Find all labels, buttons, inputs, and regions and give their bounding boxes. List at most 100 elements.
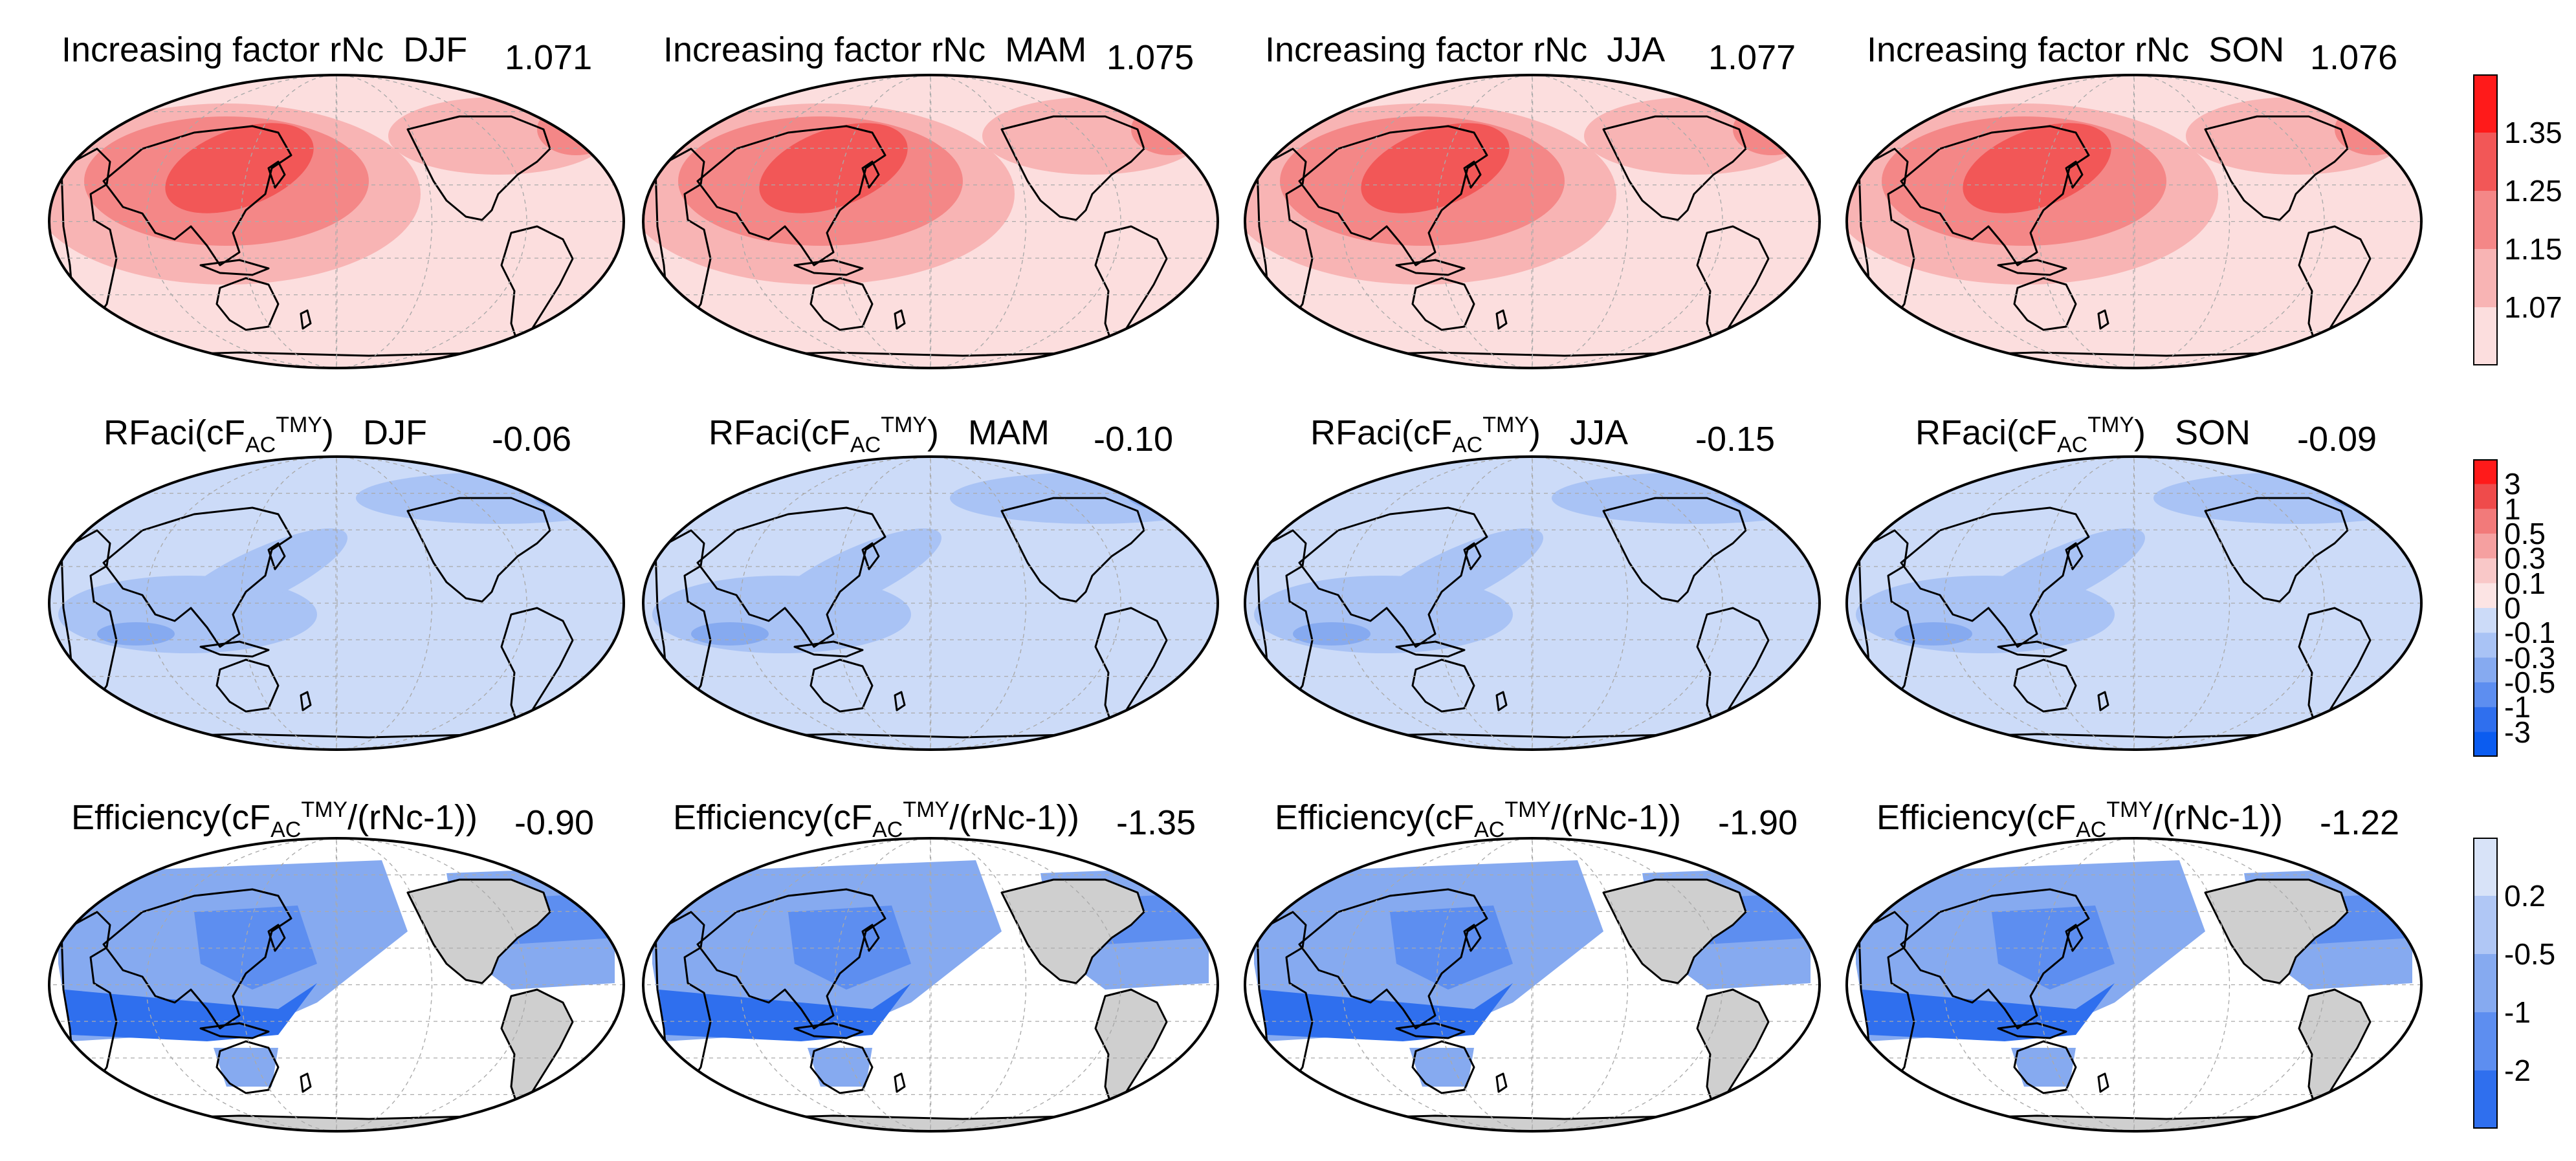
colorbar-frame <box>2473 74 2498 365</box>
colorbar-swatch <box>2473 732 2498 757</box>
coast-europeAfrica <box>1858 911 1915 1091</box>
coast-greenland <box>1156 865 1204 900</box>
title-subscript: AC <box>2056 432 2088 457</box>
world-map <box>1845 74 2423 369</box>
colorbar-tick-label: -0.5 <box>2504 937 2556 971</box>
title-close: /(rNc-1)) <box>347 798 478 837</box>
world-map <box>48 74 625 369</box>
panel-title: Efficiency(cFACTMY/(rNc-1)) <box>673 799 1079 841</box>
panel-title: RFaci(cFACTMY) SON <box>1915 414 2251 456</box>
coast-southAmerica <box>1696 988 1770 1107</box>
coast-northAmerica <box>1602 115 1747 221</box>
colorbar-swatches <box>2473 838 2498 1129</box>
colorbar-swatch <box>2473 583 2498 609</box>
season-label: SON <box>2208 30 2285 69</box>
title-subscript: AC <box>872 817 903 842</box>
title-superscript: TMY <box>2106 798 2153 822</box>
colorbar-swatches <box>2473 74 2498 366</box>
coast-southAmerica <box>500 225 574 344</box>
coast-southAmerica <box>1696 607 1770 726</box>
global-mean-value: 1.071 <box>505 38 593 77</box>
colorbar-tick-label: 0.1 <box>2504 566 2546 600</box>
world-map <box>48 837 625 1133</box>
colorbar-efficiency <box>2473 838 2498 1129</box>
colorbar-tick-label: 0.3 <box>2504 541 2546 576</box>
world-map <box>642 455 1219 751</box>
coast-japan <box>1463 542 1482 570</box>
colorbar-tick-label: -0.1 <box>2504 616 2556 650</box>
colorbar-swatch <box>2473 191 2498 250</box>
map-frame <box>48 74 625 369</box>
coast-greenland <box>1156 484 1204 519</box>
coast-australia <box>2013 658 2077 713</box>
global-mean-value: 1.076 <box>2310 38 2398 77</box>
title-close: ) <box>322 413 334 452</box>
coast-australia <box>215 1040 280 1094</box>
graticule <box>643 838 1218 1131</box>
colorbar-swatch <box>2473 896 2498 955</box>
colorbar-swatch <box>2473 838 2498 896</box>
title-close: ) <box>2134 413 2146 452</box>
panel-rnc-jja: Increasing factor rNc JJA 1.077 <box>1204 0 1825 382</box>
season-label: MAM <box>968 413 1050 452</box>
colorbar-tick-label: -3 <box>2504 715 2531 749</box>
global-mean-value: -0.10 <box>1094 420 1174 459</box>
colorbar-swatch <box>2473 249 2498 308</box>
map-fill <box>49 457 624 750</box>
panel-title: Efficiency(cFACTMY/(rNc-1)) <box>1877 799 2283 841</box>
title-subscript: AC <box>2076 817 2107 842</box>
map-frame <box>1244 837 1821 1133</box>
panel-efficiency-djf: Efficiency(cFACTMY/(rNc-1)) -0.90 <box>0 770 625 1158</box>
map-fill <box>1245 75 1820 368</box>
world-map <box>642 74 1219 369</box>
coast-indonesia <box>199 259 270 276</box>
coast-japan <box>2065 542 2084 570</box>
coast-nz <box>1495 309 1508 330</box>
season-label: SON <box>2175 413 2251 452</box>
coast-australia <box>1411 1040 1475 1094</box>
coast-nz <box>1495 1072 1508 1093</box>
panel-rnc-son: Increasing factor rNc SON 1.076 <box>1805 0 2427 382</box>
graticule <box>643 457 1218 750</box>
panel-title: Increasing factor rNc SON <box>1867 32 2284 67</box>
colorbar-swatch <box>2473 133 2498 191</box>
coast-greenland <box>1757 102 1805 137</box>
coast-greenland <box>1156 102 1204 137</box>
title-superscript: TMY <box>301 798 348 822</box>
colorbar-tick-label: -1 <box>2504 995 2531 1029</box>
coast-australia <box>2013 277 2077 331</box>
map-fill <box>1847 457 2421 750</box>
colorbar-swatch <box>2473 307 2498 366</box>
title-main: RFaci(cF <box>1915 413 2057 452</box>
global-mean-value: -1.22 <box>2320 803 2400 842</box>
coast-northAmerica <box>406 497 551 603</box>
panel-title: Efficiency(cFACTMY/(rNc-1)) <box>1275 799 1681 841</box>
title-superscript: TMY <box>1482 413 1529 437</box>
title-subscript: AC <box>1474 817 1505 842</box>
title-subscript: AC <box>245 432 276 457</box>
coast-europeAfrica <box>1256 529 1314 710</box>
coast-northAmerica <box>2204 878 2349 984</box>
coast-indonesia <box>199 1022 270 1039</box>
coast-southAmerica <box>500 607 574 726</box>
coast-southAmerica <box>2298 225 2372 344</box>
map-fill <box>643 75 1218 368</box>
coast-southAmerica <box>1094 988 1168 1107</box>
coast-nz <box>300 1072 312 1093</box>
colorbar-swatch <box>2473 707 2498 733</box>
world-map <box>1845 455 2423 751</box>
colorbar-swatch <box>2473 682 2498 708</box>
panel-title: RFaci(cFACTMY) DJF <box>104 414 427 456</box>
map-fill <box>1847 838 2421 1131</box>
panel-efficiency-mam: Efficiency(cFACTMY/(rNc-1)) -1.35 <box>602 770 1223 1158</box>
title-close: /(rNc-1)) <box>2153 798 2284 837</box>
coast-northAmerica <box>2204 497 2349 603</box>
panel-efficiency-jja: Efficiency(cFACTMY/(rNc-1)) -1.90 <box>1204 770 1825 1158</box>
map-frame <box>642 455 1219 751</box>
world-map <box>1244 455 1821 751</box>
panel-rnc-djf: Increasing factor rNc DJF 1.071 <box>0 0 625 382</box>
global-mean-value: -0.90 <box>514 803 595 842</box>
coast-greenland <box>2359 865 2407 900</box>
coast-asia <box>696 506 886 648</box>
colorbar-swatch <box>2473 608 2498 633</box>
